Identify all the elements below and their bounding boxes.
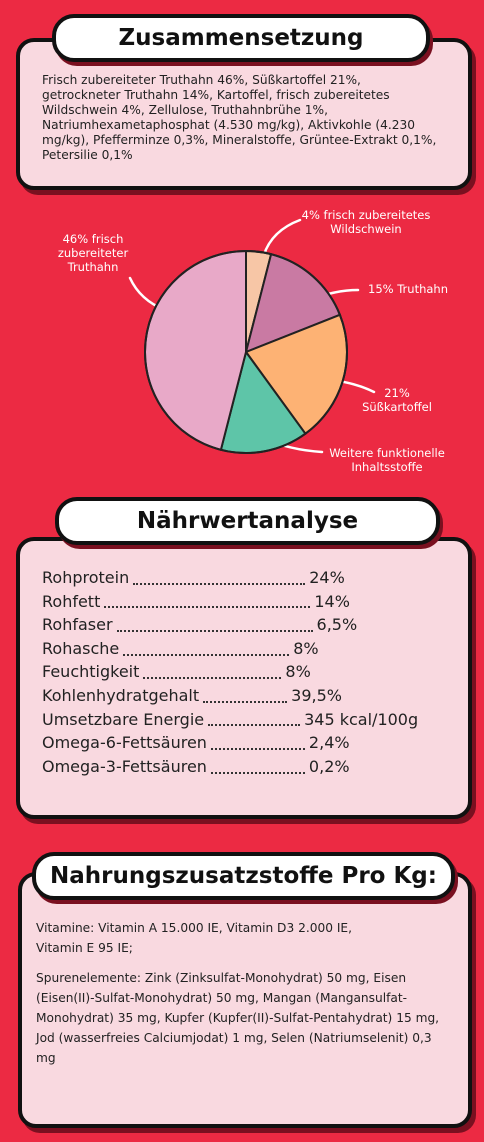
section-title: Nahrungszusatzstoffe Pro Kg:	[32, 852, 455, 900]
leader-dots	[208, 724, 301, 727]
pie-label: 46% frisch zubereiteter Truthahn	[57, 232, 129, 274]
pie-label: 15% Truthahn	[368, 282, 448, 296]
analysis-rows: Rohprotein 24% Rohfett 14% Rohfaser 6,5% Rohas…	[42, 568, 462, 780]
pie-outline	[144, 250, 348, 454]
leader-dots	[210, 747, 305, 750]
vitamins-text: Vitamine: Vitamin A 15.000 IE, Vitamin D…	[36, 921, 352, 955]
nutrient-value: 8%	[293, 638, 319, 658]
nutrient-name: Kohlenhydratgehalt	[42, 685, 200, 705]
pie-label: Weitere funktionelle Inhaltsstoffe	[329, 446, 445, 474]
nutrient-value: 6,5%	[316, 615, 358, 635]
nutrient-value: 345 kcal/100g	[304, 709, 419, 729]
leader-dots	[104, 606, 311, 609]
nutrient-row: Rohfaser 6,5%	[42, 615, 462, 639]
nutrient-value: 0,2%	[308, 756, 350, 776]
nutrient-name: Omega-6-Fettsäuren	[42, 733, 207, 753]
pie	[144, 249, 348, 454]
trace-text: Spurenelemente: Zink (Zinksulfat-Monohyd…	[36, 971, 440, 1065]
leader-dots	[210, 771, 305, 774]
nutrient-name: Feuchtigkeit	[42, 662, 140, 682]
nutrient-name: Rohfett	[42, 591, 101, 611]
nutrient-value: 24%	[309, 568, 345, 587]
pie-label: 21% Süßkartoffel	[362, 386, 432, 414]
nutrient-row: Umsetzbare Energie 345 kcal/100g	[42, 710, 462, 734]
leader-dots	[143, 677, 282, 680]
nutrient-value: 14%	[314, 591, 350, 611]
nutrient-row: Rohprotein 24%	[42, 568, 462, 592]
leader-dots	[123, 653, 290, 656]
nutrient-value: 8%	[285, 662, 311, 682]
nutrient-name: Rohfaser	[42, 615, 113, 635]
nutrient-row: Feuchtigkeit 8%	[42, 662, 462, 686]
nutrient-name: Rohprotein	[42, 568, 130, 587]
nutrient-row: Omega-3-Fettsäuren 0,2%	[42, 757, 462, 781]
section-title: Zusammensetzung	[52, 14, 430, 62]
section-title: Nährwertanalyse	[55, 497, 440, 545]
nutrient-name: Umsetzbare Energie	[42, 709, 205, 729]
nutrient-row: Rohasche 8%	[42, 639, 462, 663]
composition-text: Frisch zubereiteter Truthahn 46%, Süßkar…	[42, 73, 437, 162]
nutrient-name: Omega-3-Fettsäuren	[42, 756, 207, 776]
nutrient-row: Omega-6-Fettsäuren 2,4%	[42, 733, 462, 757]
nutrient-value: 2,4%	[308, 733, 350, 753]
nutrient-row: Kohlenhydratgehalt 39,5%	[42, 686, 462, 710]
nutrient-row: Rohfett 14%	[42, 592, 462, 616]
leader-dots	[116, 629, 313, 632]
nutrient-name: Rohasche	[42, 638, 120, 658]
pie-label: 4% frisch zubereitetes Wildschwein	[301, 208, 431, 236]
nutrient-value: 39,5%	[291, 685, 342, 705]
leader-dots	[203, 700, 288, 703]
leader-dots	[133, 582, 306, 585]
